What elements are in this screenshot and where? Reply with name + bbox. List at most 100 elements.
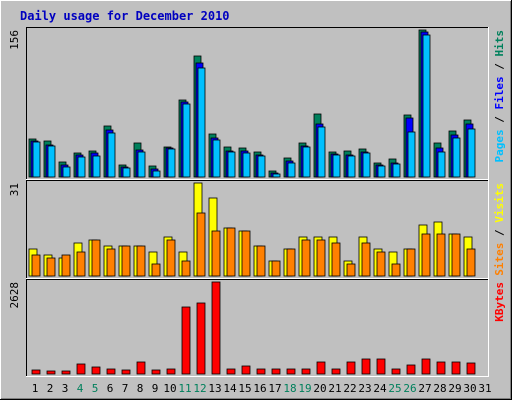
x-tick-label: 15 bbox=[238, 382, 251, 395]
bar-sites-day-28 bbox=[436, 233, 446, 277]
x-tick-label: 17 bbox=[268, 382, 281, 395]
bars bbox=[28, 29, 476, 178]
x-tick-label: 19 bbox=[298, 382, 311, 395]
bar-kbytes-day-30 bbox=[466, 362, 476, 375]
bar-sites-day-19 bbox=[301, 239, 311, 277]
bar-kbytes-day-16 bbox=[256, 368, 266, 375]
x-tick-label: 31 bbox=[478, 382, 491, 395]
bar-pages-day-13 bbox=[212, 139, 221, 178]
x-tick-label: 12 bbox=[193, 382, 206, 395]
x-tick-label: 7 bbox=[122, 382, 129, 395]
bar-pages-day-4 bbox=[77, 156, 86, 178]
legend-entry: KBytes bbox=[493, 282, 506, 322]
bar-pages-day-5 bbox=[92, 155, 101, 178]
bar-pages-day-19 bbox=[302, 146, 311, 178]
legend-entry: Files bbox=[493, 76, 506, 109]
chart-title: Daily usage for December 2010 bbox=[20, 9, 230, 23]
x-tick-label: 3 bbox=[62, 382, 69, 395]
bar-kbytes-day-24 bbox=[376, 358, 386, 375]
x-tick-label: 24 bbox=[373, 382, 387, 395]
legend-entry: Sites bbox=[493, 243, 506, 276]
bar-sites-day-25 bbox=[391, 263, 401, 277]
bar-sites-day-18 bbox=[286, 248, 296, 277]
bar-kbytes-day-1 bbox=[31, 369, 41, 375]
bar-pages-day-8 bbox=[137, 151, 146, 178]
bar-pages-day-17 bbox=[272, 173, 281, 178]
bar-sites-day-29 bbox=[451, 233, 461, 277]
bar-kbytes-day-27 bbox=[421, 358, 431, 375]
legend: KBytes bbox=[493, 282, 506, 322]
bar-sites-day-3 bbox=[61, 254, 71, 277]
y-max-label: 156 bbox=[8, 30, 21, 50]
x-tick-label: 30 bbox=[463, 382, 476, 395]
bar-sites-day-24 bbox=[376, 251, 386, 277]
bar-pages-day-24 bbox=[377, 165, 386, 178]
x-tick-label: 28 bbox=[433, 382, 446, 395]
x-tick-label: 10 bbox=[163, 382, 176, 395]
panel-3: 2628 KBytes bbox=[8, 279, 506, 377]
bar-sites-day-27 bbox=[421, 233, 431, 277]
bar-sites-day-1 bbox=[31, 254, 41, 277]
y-max-label: 31 bbox=[8, 183, 21, 196]
bar-pages-day-22 bbox=[347, 155, 356, 178]
legend-entry: / bbox=[493, 110, 506, 130]
bar-sites-day-7 bbox=[121, 245, 131, 277]
panel-2: 31 Sites / Visits bbox=[8, 180, 506, 279]
legend: Sites / Visits bbox=[493, 183, 506, 276]
bar-pages-day-9 bbox=[152, 170, 161, 178]
bar-pages-day-2 bbox=[47, 145, 56, 178]
x-tick-label: 22 bbox=[343, 382, 356, 395]
bar-kbytes-day-19 bbox=[301, 368, 311, 375]
x-tick-label: 14 bbox=[223, 382, 237, 395]
bar-pages-day-18 bbox=[287, 162, 296, 178]
bar-sites-day-14 bbox=[226, 227, 236, 277]
x-tick-label: 20 bbox=[313, 382, 326, 395]
x-tick-label: 4 bbox=[77, 382, 84, 395]
bar-sites-day-11 bbox=[181, 260, 191, 277]
bar-pages-day-7 bbox=[122, 167, 131, 178]
bar-kbytes-day-13 bbox=[211, 281, 221, 375]
bar-kbytes-day-17 bbox=[271, 368, 281, 375]
bar-kbytes-day-21 bbox=[331, 368, 341, 375]
bar-kbytes-day-25 bbox=[391, 368, 401, 375]
bar-pages-day-3 bbox=[62, 166, 71, 178]
bar-pages-day-21 bbox=[332, 154, 341, 178]
bar-pages-day-26 bbox=[407, 131, 416, 178]
bar-sites-day-5 bbox=[91, 239, 101, 277]
bar-sites-day-17 bbox=[271, 260, 281, 277]
bar-sites-day-13 bbox=[211, 230, 221, 277]
x-tick-label: 26 bbox=[403, 382, 416, 395]
bar-pages-day-20 bbox=[317, 126, 326, 178]
x-axis-labels: 1 2 3 4 5 6 7 8 9 10 11 12 13 14 15 16 17 18 19 20 21 22 23 24 2… bbox=[32, 382, 492, 395]
legend: Pages / Files / Hits bbox=[493, 30, 506, 163]
bar-kbytes-day-5 bbox=[91, 366, 101, 375]
x-tick-label: 18 bbox=[283, 382, 296, 395]
x-tick-label: 6 bbox=[107, 382, 114, 395]
bar-pages-day-23 bbox=[362, 152, 371, 178]
legend-entry: / bbox=[493, 57, 506, 77]
panel-1: 156 Pages / Files / Hits bbox=[8, 27, 506, 180]
bar-sites-day-23 bbox=[361, 242, 371, 277]
x-tick-label: 29 bbox=[448, 382, 461, 395]
bar-sites-day-16 bbox=[256, 245, 266, 277]
x-tick-label: 16 bbox=[253, 382, 266, 395]
bar-sites-day-10 bbox=[166, 239, 176, 277]
x-tick-label: 8 bbox=[137, 382, 144, 395]
chart-panels: 156 Pages / Files / Hits 31 Sites / Visits 2… bbox=[8, 27, 506, 377]
legend-entry: / bbox=[493, 223, 506, 243]
x-tick-label: 27 bbox=[418, 382, 431, 395]
bar-sites-day-12 bbox=[196, 212, 206, 277]
x-tick-label: 2 bbox=[47, 382, 54, 395]
bar-sites-day-26 bbox=[406, 248, 416, 277]
bar-kbytes-day-3 bbox=[61, 370, 71, 375]
bar-pages-day-12 bbox=[197, 67, 206, 178]
bar-sites-day-8 bbox=[136, 245, 146, 277]
bar-kbytes-day-22 bbox=[346, 361, 356, 375]
legend-entry: Hits bbox=[493, 30, 506, 57]
bar-pages-day-6 bbox=[107, 132, 116, 178]
bar-kbytes-day-15 bbox=[241, 365, 251, 375]
bar-kbytes-day-8 bbox=[136, 361, 146, 375]
x-tick-label: 5 bbox=[92, 382, 99, 395]
bar-pages-day-27 bbox=[422, 34, 431, 178]
x-tick-label: 25 bbox=[388, 382, 401, 395]
